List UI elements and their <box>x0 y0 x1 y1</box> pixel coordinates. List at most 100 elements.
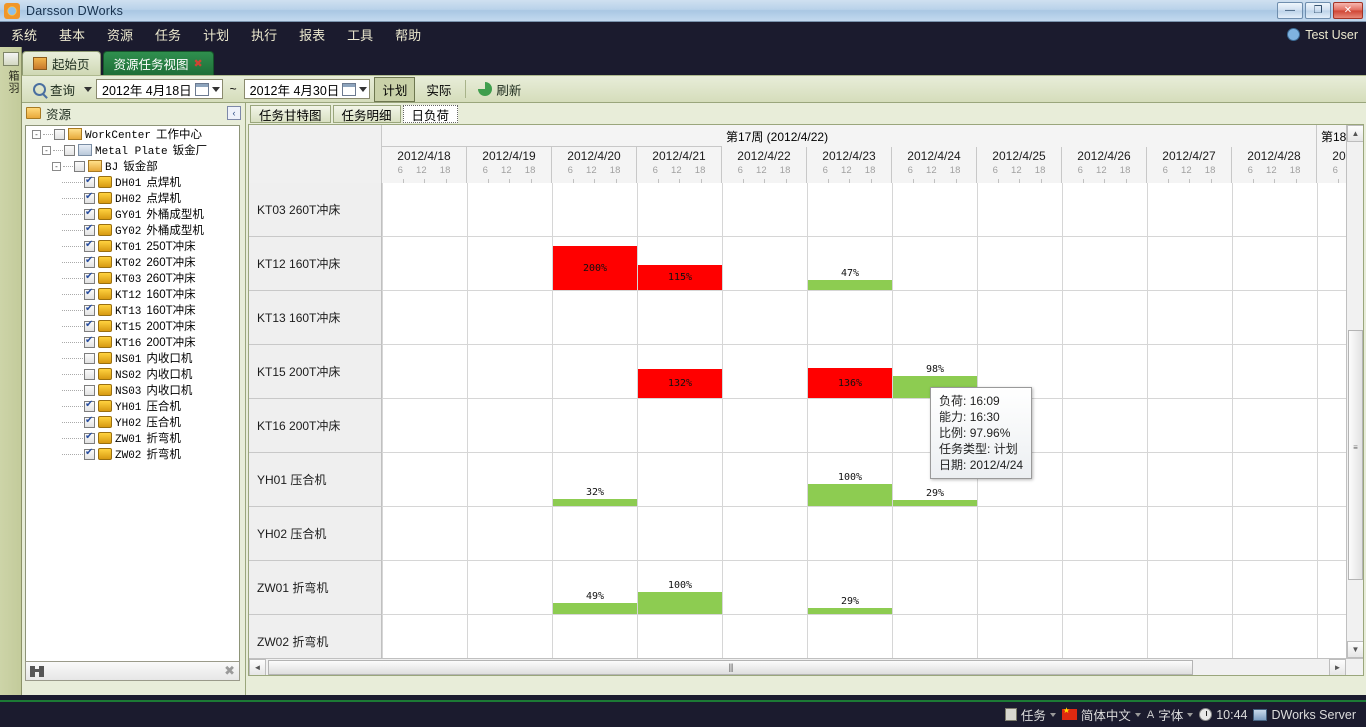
close-button[interactable]: ✕ <box>1333 2 1363 19</box>
tree-node-KT01[interactable]: KT01 250T冲床 <box>26 238 239 254</box>
side-strip[interactable]: 箱羽 <box>0 47 22 695</box>
tree-checkbox[interactable] <box>84 175 95 188</box>
tree-checkbox[interactable] <box>54 128 65 140</box>
tree-node-DH02[interactable]: DH02 点焊机 <box>26 190 239 206</box>
chevron-down-icon[interactable] <box>359 86 368 92</box>
tree-checkbox[interactable] <box>84 207 95 220</box>
view-tab-2[interactable]: 日负荷 <box>402 105 459 123</box>
tree-node-YH02[interactable]: YH02 压合机 <box>26 414 239 430</box>
tree-checkbox[interactable] <box>84 447 95 460</box>
tree-checkbox[interactable] <box>84 431 95 444</box>
view-tab-1[interactable]: 任务明细 <box>332 105 401 123</box>
menu-item-1[interactable]: 基本 <box>59 28 86 43</box>
tree-node-KT02[interactable]: KT02 260T冲床 <box>26 254 239 270</box>
tree-node-KT15[interactable]: KT15 200T冲床 <box>26 318 239 334</box>
menu-item-5[interactable]: 执行 <box>251 28 278 43</box>
tree-node-NS02[interactable]: NS02 内收口机 <box>26 366 239 382</box>
query-dropdown-icon[interactable] <box>84 86 93 92</box>
tree-node-Metal Plate[interactable]: - Metal Plate 钣金厂 <box>26 142 239 158</box>
tree-checkbox[interactable] <box>84 368 95 380</box>
mode-plan-button[interactable]: 计划 <box>374 76 416 102</box>
current-user[interactable]: Test User <box>1287 22 1358 47</box>
scroll-left-button[interactable]: ◄ <box>249 659 266 675</box>
chevron-down-icon[interactable] <box>1049 712 1056 717</box>
tree-node-KT13[interactable]: KT13 160T冲床 <box>26 302 239 318</box>
tree-checkbox[interactable] <box>84 399 95 412</box>
tree-checkbox[interactable] <box>84 335 95 348</box>
tree-toggle-icon[interactable]: - <box>42 145 51 155</box>
tree-checkbox[interactable] <box>84 191 95 204</box>
maximize-button[interactable]: ❐ <box>1305 2 1331 19</box>
vertical-scrollbar[interactable]: ▲ ≡ ▼ <box>1346 125 1363 675</box>
menu-item-8[interactable]: 帮助 <box>395 28 422 43</box>
query-button[interactable]: 查询 <box>28 78 80 101</box>
tree-checkbox[interactable] <box>84 239 95 252</box>
close-icon[interactable]: ✖ <box>193 58 203 70</box>
tree-node-DH01[interactable]: DH01 点焊机 <box>26 174 239 190</box>
row-label[interactable]: YH01 压合机 <box>249 453 382 507</box>
row-label[interactable]: KT13 160T冲床 <box>249 291 382 345</box>
tree-checkbox[interactable] <box>64 144 75 156</box>
view-tab-0[interactable]: 任务甘特图 <box>250 105 331 123</box>
load-bar[interactable]: 29% <box>808 561 892 614</box>
horizontal-scroll-thumb[interactable]: ||| <box>268 660 1193 675</box>
load-bar[interactable]: 115% <box>638 237 722 290</box>
menu-item-2[interactable]: 资源 <box>107 28 134 43</box>
document-tab-0[interactable]: 起始页 <box>22 51 101 75</box>
minimize-button[interactable]: — <box>1277 2 1303 19</box>
load-bar[interactable]: 49% <box>553 561 637 614</box>
load-bar[interactable]: 132% <box>638 345 722 398</box>
tree-node-GY02[interactable]: GY02 外桶成型机 <box>26 222 239 238</box>
load-bar[interactable]: 47% <box>808 237 892 290</box>
tree-checkbox[interactable] <box>84 271 95 284</box>
tree-node-KT03[interactable]: KT03 260T冲床 <box>26 270 239 286</box>
menu-item-7[interactable]: 工具 <box>347 28 374 43</box>
calendar-icon[interactable] <box>194 82 209 96</box>
tree-toggle-icon[interactable]: - <box>52 161 61 171</box>
row-label[interactable]: KT12 160T冲床 <box>249 237 382 291</box>
scroll-right-button[interactable]: ► <box>1329 659 1346 675</box>
load-bar[interactable]: 29% <box>893 453 977 506</box>
tree-checkbox[interactable] <box>84 223 95 236</box>
chevron-down-icon[interactable] <box>1187 712 1194 717</box>
scroll-up-button[interactable]: ▲ <box>1347 125 1363 142</box>
date-from-input[interactable]: 2012年 4月18日 <box>96 79 223 99</box>
tree-checkbox[interactable] <box>84 352 95 364</box>
scroll-down-button[interactable]: ▼ <box>1347 641 1363 658</box>
menu-item-6[interactable]: 报表 <box>299 28 326 43</box>
menu-item-0[interactable]: 系统 <box>11 28 38 43</box>
row-label[interactable]: KT03 260T冲床 <box>249 183 382 237</box>
tree-checkbox[interactable] <box>84 255 95 268</box>
tree-node-ZW01[interactable]: ZW01 折弯机 <box>26 430 239 446</box>
tree-checkbox[interactable] <box>84 384 95 396</box>
document-tab-1[interactable]: 资源任务视图 ✖ <box>102 51 214 75</box>
tree-node-NS03[interactable]: NS03 内收口机 <box>26 382 239 398</box>
row-label[interactable]: KT16 200T冲床 <box>249 399 382 453</box>
collapse-panel-button[interactable]: ‹ <box>227 106 241 120</box>
status-language[interactable]: 简体中文 <box>1061 705 1141 724</box>
tree-node-BJ[interactable]: - BJ 钣金部 <box>26 158 239 174</box>
tree-checkbox[interactable] <box>84 287 95 300</box>
load-bar[interactable]: 200% <box>553 237 637 290</box>
load-bar[interactable]: 100% <box>808 453 892 506</box>
row-label[interactable]: YH02 压合机 <box>249 507 382 561</box>
close-icon[interactable]: ✖ <box>224 663 235 678</box>
refresh-button[interactable]: 刷新 <box>473 78 526 101</box>
tree-checkbox[interactable] <box>84 319 95 332</box>
tree-node-KT16[interactable]: KT16 200T冲床 <box>26 334 239 350</box>
status-task[interactable]: 任务 <box>1004 705 1056 724</box>
horizontal-scrollbar[interactable]: ◄ ||| ► <box>249 658 1363 675</box>
tree-toggle-icon[interactable]: - <box>32 129 41 139</box>
load-bar[interactable]: 32% <box>553 453 637 506</box>
tree-node-WorkCenter[interactable]: - WorkCenter 工作中心 <box>26 126 239 142</box>
tree-checkbox[interactable] <box>84 303 95 316</box>
tree-node-NS01[interactable]: NS01 内收口机 <box>26 350 239 366</box>
chevron-down-icon[interactable] <box>211 86 220 92</box>
date-to-input[interactable]: 2012年 4月30日 <box>243 79 371 99</box>
calendar-icon[interactable] <box>342 82 357 96</box>
tree-node-KT12[interactable]: KT12 160T冲床 <box>26 286 239 302</box>
menu-item-4[interactable]: 计划 <box>203 28 230 43</box>
tree-checkbox[interactable] <box>74 160 85 172</box>
load-bar[interactable]: 136% <box>808 345 892 398</box>
